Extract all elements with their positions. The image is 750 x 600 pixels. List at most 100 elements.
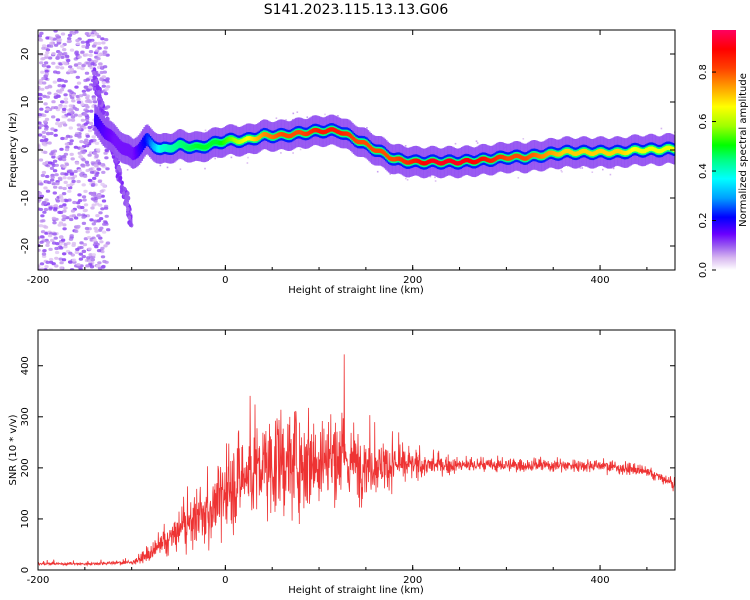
noise-speckle (91, 253, 97, 257)
ridge-cell (570, 150, 573, 155)
noise-speckle (100, 207, 105, 211)
noise-speckle (57, 84, 62, 88)
noise-speckle (54, 246, 59, 251)
noise-speckle (81, 89, 87, 93)
noise-speckle (85, 115, 90, 119)
noise-speckle (70, 118, 76, 122)
noise-speckle (43, 124, 48, 128)
colorbar: 0.0 0.2 0.4 0.6 0.8 Normalized spectral ampl… (698, 30, 749, 278)
noise-speckle (61, 158, 67, 162)
noise-speckle (99, 240, 104, 244)
ridge-scatter (406, 179, 409, 181)
ridge-cell (420, 160, 423, 165)
ridge-cell (369, 145, 372, 150)
ridge-cell (275, 133, 278, 138)
ridge-cell (298, 130, 301, 135)
ridge-cell (594, 150, 597, 155)
noise-speckle (97, 179, 103, 184)
ridge-cell (208, 143, 211, 148)
ridge-cell (171, 146, 174, 151)
noise-speckle (105, 85, 111, 89)
ridge-cell (216, 140, 219, 145)
noise-speckle (49, 36, 54, 40)
noise-speckle (60, 172, 65, 176)
noise-speckle (53, 206, 58, 210)
streak-speckle (125, 202, 130, 208)
noise-speckle (102, 259, 107, 264)
noise-speckle (59, 78, 65, 82)
noise-speckle (48, 247, 53, 251)
noise-speckle (73, 113, 79, 117)
ridge-cell (670, 146, 673, 151)
noise-speckle (63, 97, 69, 101)
noise-speckle (86, 98, 91, 102)
ridge-cell (512, 154, 516, 159)
noise-speckle (59, 266, 64, 270)
noise-speckle (41, 44, 47, 48)
noise-speckle (78, 257, 84, 261)
noise-speckle (41, 200, 47, 205)
noise-speckle (79, 146, 84, 150)
ridge-cell (300, 130, 304, 136)
ridge-cell (250, 136, 253, 141)
ridge-cell (326, 128, 329, 133)
ridge-cell (338, 130, 342, 135)
noise-speckle (62, 51, 68, 56)
ridge-cell (199, 144, 202, 149)
ridge-cell (271, 134, 274, 140)
noise-speckle (88, 151, 94, 155)
spectrogram-panel: -200 0 200 400 -20 -10 0 10 20 Height of straig… (8, 29, 676, 296)
ridge-cell (660, 148, 663, 153)
ridge-cell (267, 133, 270, 138)
ridge-cell (520, 155, 523, 160)
noise-speckle (95, 214, 100, 218)
ridge-cell (213, 139, 216, 145)
ridge-cell (357, 139, 360, 145)
ridge-cell (379, 148, 382, 154)
y-tick-label: 300 (20, 407, 31, 426)
ridge-cell (108, 133, 111, 138)
noise-speckle (67, 260, 73, 264)
noise-speckle (85, 163, 90, 167)
ridge-cell (649, 146, 652, 151)
ridge-cell (296, 130, 299, 135)
ridge-cell (191, 145, 194, 150)
ridge-cell (514, 153, 517, 158)
noise-speckle (96, 73, 101, 77)
y-tick-label: 0 (20, 147, 31, 153)
noise-speckle (76, 81, 82, 85)
noise-speckle (51, 155, 56, 159)
ridge-cell (209, 141, 212, 147)
noise-speckle (85, 134, 91, 138)
ridge-cell (243, 137, 246, 142)
streak-speckle (93, 81, 97, 87)
ridge-cell (425, 160, 429, 165)
ridge-cell (631, 147, 634, 152)
ridge-cell (247, 136, 250, 141)
ridge-scatter (126, 169, 129, 171)
noise-speckle (101, 75, 107, 79)
ridge-cell (473, 160, 476, 165)
ridge-cell (387, 155, 391, 160)
x-tick-label: 0 (222, 575, 228, 586)
ridge-cell (177, 142, 180, 147)
ridge-cell (151, 143, 155, 148)
ridge-cell (192, 144, 195, 149)
noise-speckle (88, 167, 93, 171)
noise-speckle (90, 33, 96, 37)
ridge-cell (227, 137, 231, 142)
ridge-cell (164, 145, 167, 150)
colorbar-tick-label: 0.8 (698, 64, 709, 80)
noise-speckle (81, 183, 86, 187)
noise-speckle (67, 37, 72, 41)
noise-speckle (77, 134, 82, 138)
noise-speckle (41, 219, 46, 223)
ridge-cell (305, 131, 308, 137)
noise-speckle (38, 191, 42, 195)
ridge-cell (580, 149, 583, 154)
ridge-cell (254, 137, 257, 142)
ridge-cell (392, 157, 395, 162)
noise-speckle (71, 241, 77, 246)
ridge-cell (226, 137, 229, 142)
